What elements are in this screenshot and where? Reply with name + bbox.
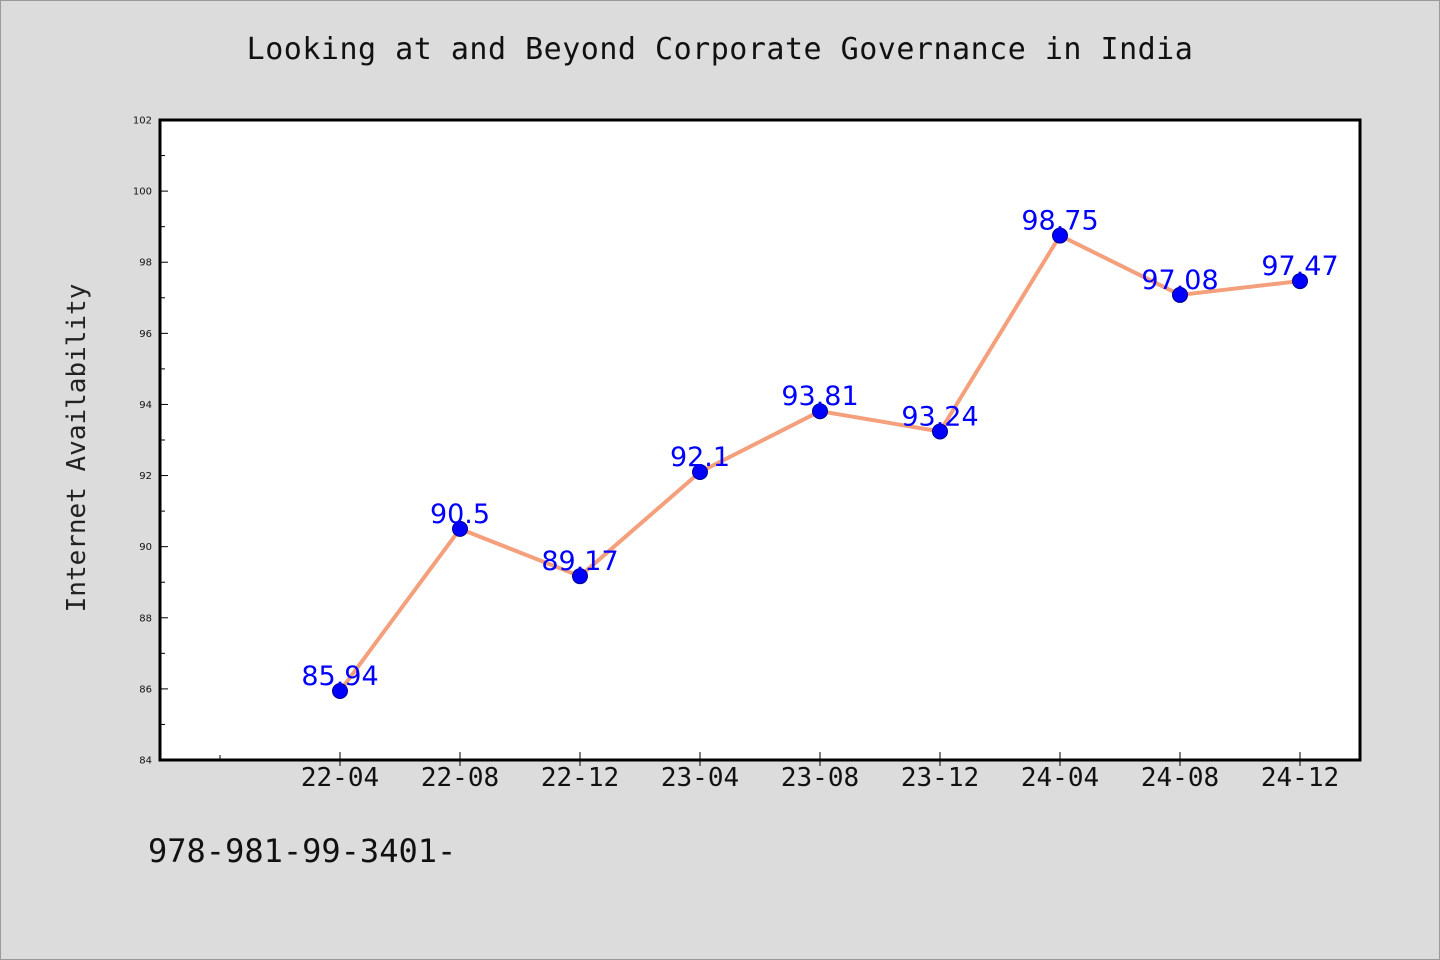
y-tick-label: 100 bbox=[133, 187, 152, 198]
data-point bbox=[332, 683, 348, 700]
chart-title: Looking at and Beyond Corporate Governan… bbox=[246, 32, 1194, 67]
x-tick-label: 24-08 bbox=[1141, 763, 1219, 793]
x-tick-label: 24-04 bbox=[1021, 763, 1099, 793]
x-tick-label: 23-12 bbox=[901, 763, 979, 793]
y-axis-label: Internet Availability bbox=[62, 284, 92, 613]
x-tick-label: 24-12 bbox=[1261, 763, 1339, 793]
x-tick-label: 23-04 bbox=[661, 763, 739, 793]
data-label: 90.5 bbox=[430, 499, 490, 530]
x-axis: 22-04 22-08 22-12 23-04 23-08 23-12 24-04 24-08… bbox=[219, 752, 1339, 793]
y-tick-label: 94 bbox=[139, 400, 152, 411]
data-point bbox=[572, 568, 588, 585]
data-point bbox=[692, 464, 708, 480]
x-tick-label: 22-08 bbox=[421, 763, 499, 793]
data-label: 97.08 bbox=[1141, 265, 1218, 296]
data-point bbox=[1172, 286, 1188, 303]
data-point bbox=[452, 520, 468, 537]
y-tick-label: 96 bbox=[139, 329, 152, 340]
y-tick-label: 98 bbox=[139, 258, 152, 269]
x-tick-label: 22-04 bbox=[301, 763, 379, 793]
data-label: 92.1 bbox=[670, 442, 730, 473]
data-label: 93.24 bbox=[901, 401, 978, 432]
data-label: 97.47 bbox=[1261, 251, 1338, 282]
data-label: 93.81 bbox=[781, 381, 858, 412]
data-point bbox=[1292, 273, 1308, 290]
data-label: 85.94 bbox=[301, 661, 378, 692]
y-tick-label: 86 bbox=[139, 684, 152, 695]
y-tick-label: 88 bbox=[139, 613, 152, 624]
data-point bbox=[812, 403, 828, 420]
y-tick-label: 92 bbox=[139, 471, 152, 482]
data-label: 89.17 bbox=[541, 546, 618, 577]
x-tick-label: 22-12 bbox=[541, 763, 619, 793]
y-tick-label: 102 bbox=[133, 116, 152, 127]
y-tick-label: 90 bbox=[139, 542, 152, 553]
data-point bbox=[1052, 227, 1068, 244]
series-internet-availability bbox=[332, 227, 1308, 700]
data-point bbox=[932, 423, 948, 440]
data-label: 98.75 bbox=[1021, 206, 1098, 237]
x-tick-label: 23-08 bbox=[781, 763, 859, 793]
footer-text: 978-981-99-3401- bbox=[148, 832, 457, 870]
y-axis: 84 86 88 90 92 94 96 98 100 102 bbox=[133, 116, 168, 767]
data-labels: 85.94 90.5 89.17 92.1 93.81 93.24 98.75 97.08 97… bbox=[301, 206, 1338, 692]
y-tick-label: 84 bbox=[139, 756, 152, 767]
